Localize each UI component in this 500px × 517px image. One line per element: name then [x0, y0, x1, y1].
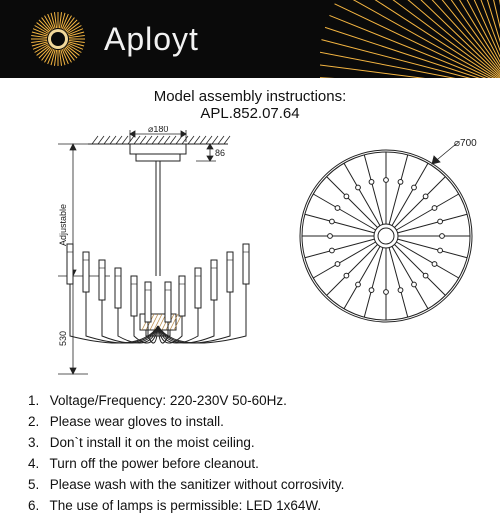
brand-header: Aployt [0, 0, 500, 78]
instruction-item: 3. Don`t install it on the moist ceiling… [28, 433, 472, 454]
chandelier-side-view: ⌀180 86 Adjustable 530 [18, 126, 278, 381]
instruction-item: 6. The use of lamps is permissible: LED … [28, 496, 472, 517]
corner-rays-icon [320, 0, 500, 78]
title-block: Model assembly instructions: APL.852.07.… [0, 88, 500, 122]
dim-mount-width: ⌀180 [148, 126, 168, 134]
dim-body-height: 530 [58, 331, 68, 346]
chandelier-top-view: ⌀700 [286, 136, 486, 336]
dim-mount-height: 86 [215, 148, 225, 158]
title-line-2: APL.852.07.64 [0, 105, 500, 122]
dim-outer-diameter: ⌀700 [454, 138, 477, 149]
diagram-area: ⌀180 86 Adjustable 530 ⌀700 [0, 126, 500, 381]
logo-lockup: Aployt [30, 11, 199, 67]
instruction-item: 2. Please wear gloves to install. [28, 412, 472, 433]
instruction-item: 5. Please wash with the sanitizer withou… [28, 475, 472, 496]
instruction-item: 1. Voltage/Frequency: 220-230V 50-60Hz. [28, 391, 472, 412]
title-line-1: Model assembly instructions: [0, 88, 500, 105]
sunburst-logo-icon [30, 11, 86, 67]
brand-name: Aployt [104, 21, 199, 58]
instruction-list: 1. Voltage/Frequency: 220-230V 50-60Hz.2… [28, 391, 472, 517]
instruction-item: 4. Turn off the power before cleanout. [28, 454, 472, 475]
dim-adjustable: Adjustable [58, 204, 68, 246]
